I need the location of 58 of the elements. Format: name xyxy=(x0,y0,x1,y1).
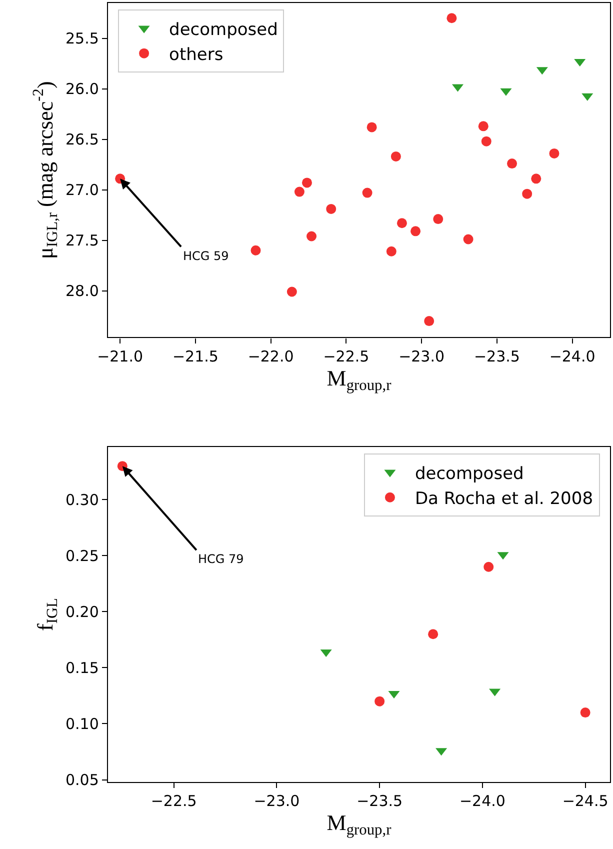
x-tick-label: −24.0 xyxy=(459,792,506,810)
x-tick-label: −22.5 xyxy=(150,792,197,810)
y-tick-label: 26.5 xyxy=(65,130,99,149)
legend-label: Da Rocha et al. 2008 xyxy=(414,489,594,510)
point xyxy=(522,188,532,199)
point xyxy=(428,629,438,640)
point xyxy=(362,188,372,198)
y-tick-label: 28.0 xyxy=(65,282,99,300)
point xyxy=(507,158,518,169)
y-tick-label: 25.5 xyxy=(65,30,99,48)
point xyxy=(531,174,542,184)
point xyxy=(463,234,474,244)
y-tick-label: 27.5 xyxy=(65,232,99,250)
point xyxy=(481,136,492,146)
x-tick-label: −24.0 xyxy=(549,347,596,366)
point xyxy=(302,178,312,188)
point xyxy=(446,13,457,24)
y-tick-label: 27.0 xyxy=(65,181,99,200)
y-tick-label: 0.20 xyxy=(65,602,99,621)
x-tick-label: −23.0 xyxy=(398,347,445,366)
x-tick-label: −23.0 xyxy=(254,792,300,810)
point xyxy=(386,246,396,256)
x-tick-label: −22.5 xyxy=(323,347,370,366)
point xyxy=(478,121,488,132)
y-tick-label: 0.10 xyxy=(65,714,99,733)
annotation: HCG 59 xyxy=(183,249,229,263)
x-tick-label: −24.5 xyxy=(562,792,608,810)
point xyxy=(484,562,494,572)
legend-label: decomposed xyxy=(414,464,524,484)
x-axis-title: M$_{group,r}$ xyxy=(326,365,392,394)
point xyxy=(326,204,336,214)
point xyxy=(374,696,385,706)
point xyxy=(580,708,590,718)
point xyxy=(549,148,560,158)
x-tick-label: −21.5 xyxy=(172,347,218,366)
y-tick-label: 0.25 xyxy=(65,546,99,565)
x-tick-label: −22.0 xyxy=(248,347,294,366)
point xyxy=(306,231,317,242)
x-axis-title: M$_{group,r}$ xyxy=(326,810,392,839)
annotation: HCG 79 xyxy=(198,552,244,566)
x-tick-label: −21.0 xyxy=(97,347,144,366)
legend-label: decomposed xyxy=(169,20,278,40)
y-tick-label: 26.0 xyxy=(65,80,99,98)
legend-label: others xyxy=(169,44,224,65)
point xyxy=(366,122,377,132)
point xyxy=(390,151,401,162)
point xyxy=(286,286,297,297)
y-tick-label: 0.15 xyxy=(65,658,99,677)
y-tick-label: 0.30 xyxy=(65,490,99,509)
point xyxy=(424,316,434,326)
point xyxy=(410,226,421,236)
point xyxy=(433,214,444,224)
point xyxy=(396,218,407,228)
x-tick-label: −23.5 xyxy=(474,347,520,366)
x-tick-label: −23.5 xyxy=(356,792,403,810)
point xyxy=(250,245,261,256)
y-tick-label: 0.05 xyxy=(65,771,99,790)
point xyxy=(294,186,304,197)
